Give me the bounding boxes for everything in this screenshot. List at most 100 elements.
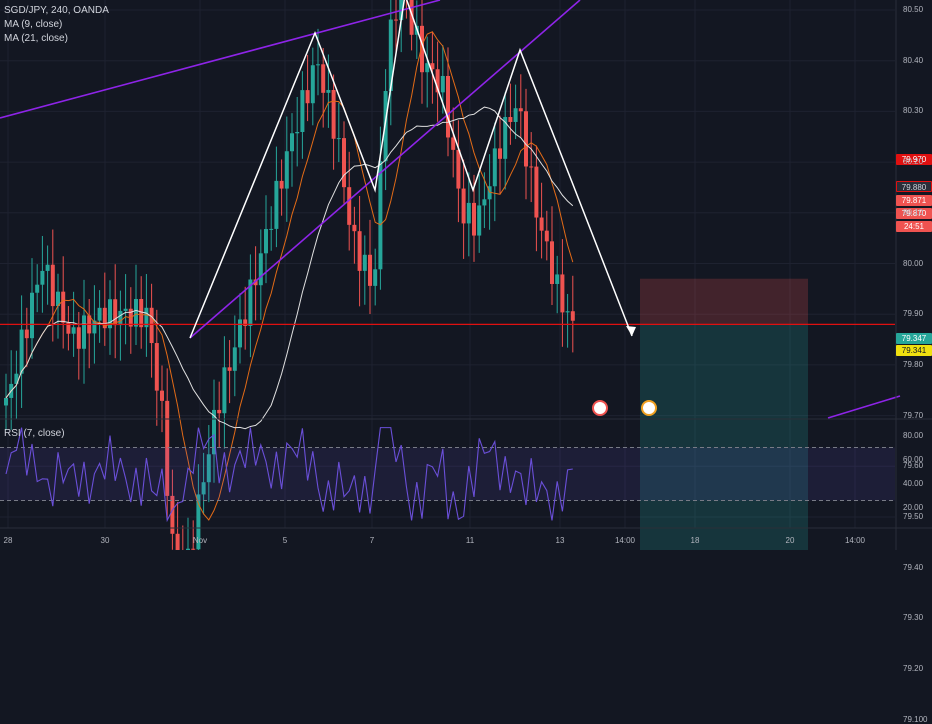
candle-body xyxy=(123,308,128,311)
candle-body xyxy=(420,25,424,73)
candle-body xyxy=(113,299,118,326)
time-tick-label: 28 xyxy=(3,536,13,545)
candle-body xyxy=(274,180,279,229)
candle-body xyxy=(518,108,523,112)
rsi-legend-label: RSI (7, close) xyxy=(4,428,65,439)
candle-body xyxy=(440,75,445,93)
event-marker xyxy=(592,400,608,416)
candle-body xyxy=(425,63,430,73)
rsi-tick-label: 60.00 xyxy=(903,455,924,464)
candle-body xyxy=(108,299,112,329)
ma21-legend-label: MA (21, close) xyxy=(4,33,68,44)
candle-body xyxy=(492,148,497,187)
symbol-title: SGD/JPY, 240, OANDA xyxy=(4,5,109,16)
time-tick-label: 18 xyxy=(690,536,700,545)
target-zone xyxy=(640,324,808,550)
candle-body xyxy=(279,180,284,189)
candle-body xyxy=(144,307,149,328)
price-tick-label: 80.20 xyxy=(903,157,924,167)
candle-body xyxy=(409,0,414,35)
candle-body xyxy=(82,315,86,349)
candle-body xyxy=(295,131,300,134)
candle-body xyxy=(149,307,154,344)
candle-body xyxy=(253,279,258,286)
candle-body xyxy=(539,217,544,231)
candle-body xyxy=(134,298,138,327)
ask-price-label: 79.341 xyxy=(896,345,932,356)
candle-body xyxy=(430,63,435,70)
candle-body xyxy=(196,494,201,550)
time-tick-label: 30 xyxy=(100,536,110,545)
ma9-legend-label: MA (9, close) xyxy=(4,19,63,30)
candle-body xyxy=(14,373,19,384)
candle-body xyxy=(175,533,180,550)
candle-body xyxy=(321,64,326,93)
candle-body xyxy=(316,64,320,66)
time-tick-label: 20 xyxy=(785,536,795,545)
candle-body xyxy=(342,138,346,188)
candle-body xyxy=(487,186,492,200)
candle-body xyxy=(170,495,175,534)
candle-body xyxy=(154,343,159,391)
time-tick-label: 5 xyxy=(282,536,288,545)
price-tick-label: 79.80 xyxy=(903,359,924,369)
candle-body xyxy=(461,188,466,224)
price-tick-label: 79.50 xyxy=(903,512,924,521)
candle-body xyxy=(524,111,528,167)
candle-body xyxy=(290,133,294,152)
candle-body xyxy=(451,137,456,150)
candle-body xyxy=(201,482,206,495)
target-price-label: 79.347 xyxy=(896,333,932,344)
price-tick-label: 79.60 xyxy=(903,461,924,471)
rsi-legend[interactable]: RSI (7, close) xyxy=(4,428,65,440)
last-price-label: 79.871 xyxy=(896,195,932,206)
candle-body xyxy=(477,205,482,236)
price-tick-label: 79.20 xyxy=(903,664,924,674)
candle-body xyxy=(466,202,471,224)
price-tick-label: 79.70 xyxy=(903,410,924,420)
countdown-label: 24:51 xyxy=(896,221,932,232)
lower-trendline xyxy=(189,0,581,339)
candle-body xyxy=(269,228,274,230)
stop-zone xyxy=(640,278,808,325)
candle-body xyxy=(61,291,66,323)
candle-body xyxy=(383,90,388,162)
candle-body xyxy=(373,269,378,286)
candle-body xyxy=(352,224,357,232)
ma9-legend[interactable]: MA (9, close) xyxy=(4,19,62,31)
candle-body xyxy=(97,307,102,321)
candle-body xyxy=(310,65,315,104)
candle-body xyxy=(498,148,502,159)
event-marker xyxy=(641,400,657,416)
price-tick-label: 79.40 xyxy=(903,562,924,572)
chart-canvas[interactable] xyxy=(0,0,932,550)
candle-body xyxy=(482,199,487,206)
candle-body xyxy=(19,329,24,374)
price-tick-label: 80.10 xyxy=(903,207,924,217)
entry-price-label: 79.880 xyxy=(896,181,932,192)
far-trendline xyxy=(827,395,901,419)
symbol-legend[interactable]: SGD/JPY, 240, OANDA xyxy=(4,5,109,17)
candle-body xyxy=(264,229,268,254)
candle-body xyxy=(56,291,60,307)
candle-body xyxy=(160,390,164,401)
candle-body xyxy=(212,409,216,455)
candle-body xyxy=(362,254,367,271)
price-tick-label: 79.30 xyxy=(903,613,924,623)
candle-body xyxy=(368,254,372,286)
price-tick-label: 80.40 xyxy=(903,55,924,65)
candle-body xyxy=(555,274,560,284)
candle-body xyxy=(529,166,534,168)
price-tick-label: 80.50 xyxy=(903,5,924,14)
candle-body xyxy=(102,307,107,329)
ma21-legend[interactable]: MA (21, close) xyxy=(4,33,68,45)
time-tick-label: 7 xyxy=(369,536,375,545)
bid-price-label: 79.870 xyxy=(896,208,932,219)
candle-body xyxy=(347,187,352,225)
candle-body xyxy=(472,202,476,236)
candle-body xyxy=(222,367,227,414)
candle-body xyxy=(45,264,50,271)
pattern-zigzag xyxy=(189,0,633,339)
time-tick-label: Nov xyxy=(192,536,208,545)
